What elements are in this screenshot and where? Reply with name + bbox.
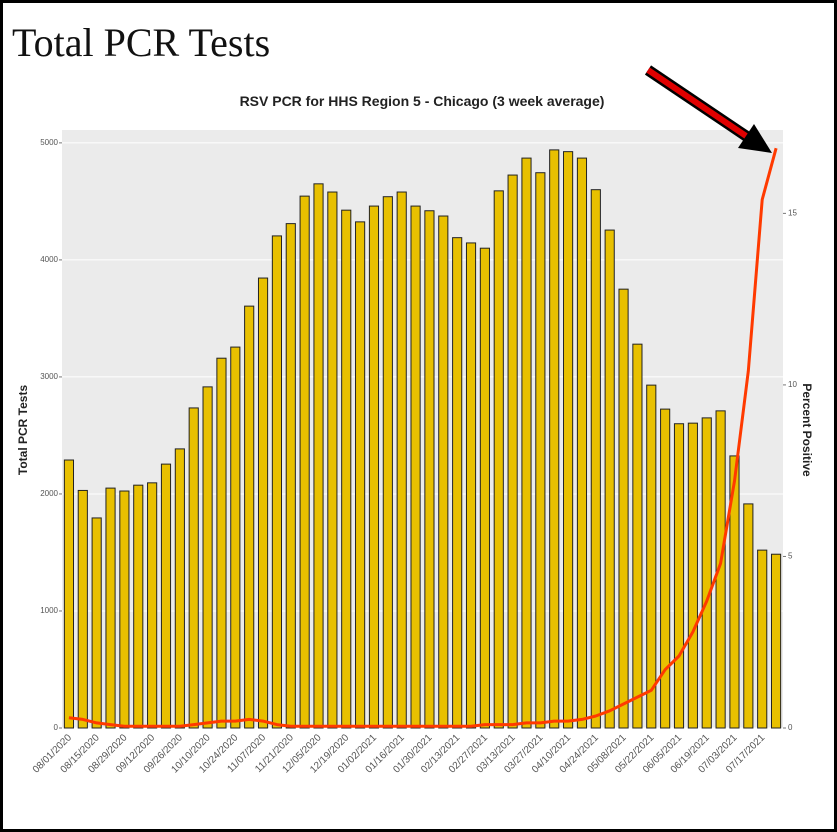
bar [91,517,102,729]
bar [535,172,546,729]
bar [618,288,629,729]
bar [382,196,393,729]
bar [119,490,130,729]
y-axis-label: Total PCR Tests [16,385,30,476]
bar [410,205,421,729]
y-tick-label: 3000 [40,372,58,381]
bar [77,489,88,729]
bar [715,410,726,729]
bar [230,346,241,729]
bar [576,157,588,729]
bar [299,195,310,729]
bar [507,174,518,729]
bar [285,223,296,729]
bar [452,237,463,729]
bar [729,455,740,729]
bar [465,242,477,729]
bar [563,151,574,729]
y2-tick-label: 15 [788,208,797,217]
line [68,147,778,728]
bar [174,448,185,729]
y2-tick-label: 10 [788,380,797,389]
y-tick-label: 5000 [40,138,58,147]
chart-title: RSV PCR for HHS Region 5 - Chicago (3 we… [240,93,605,109]
bar [244,305,255,729]
bar [424,210,435,729]
y-tick-label: 2000 [40,489,58,498]
bar [396,191,407,729]
bar [479,247,490,729]
bar [743,503,754,729]
bar [493,190,504,729]
bar [590,189,601,729]
bar [701,417,712,729]
y2-tick-label: 5 [788,552,793,561]
bar [105,487,116,729]
bar [271,235,282,729]
bar [216,357,227,729]
bar [660,408,671,729]
y-tick-label: 1000 [40,606,58,615]
bar [133,484,144,729]
bar [521,157,532,729]
bar [604,229,615,729]
bar [160,463,172,729]
bar [355,221,366,729]
y-tick-label: 4000 [40,255,58,264]
heading: Total PCR Tests [12,20,270,65]
bar [632,343,643,729]
bar [646,384,657,729]
bar [770,553,782,729]
bar [341,209,352,729]
bar [438,215,449,729]
bar [757,549,768,729]
bar [202,386,213,729]
y2-tick-label: 0 [788,723,793,732]
bar [63,459,75,729]
bar [327,191,338,729]
bar [673,423,685,729]
bar [549,149,560,729]
bar [368,205,380,729]
bar [257,277,269,729]
bar [313,183,324,729]
arrow [644,65,772,153]
bar [687,422,698,729]
bar [147,482,158,729]
y2-axis-label: Percent Positive [800,383,814,477]
bar [188,407,199,729]
y-tick-label: 0 [54,723,59,732]
